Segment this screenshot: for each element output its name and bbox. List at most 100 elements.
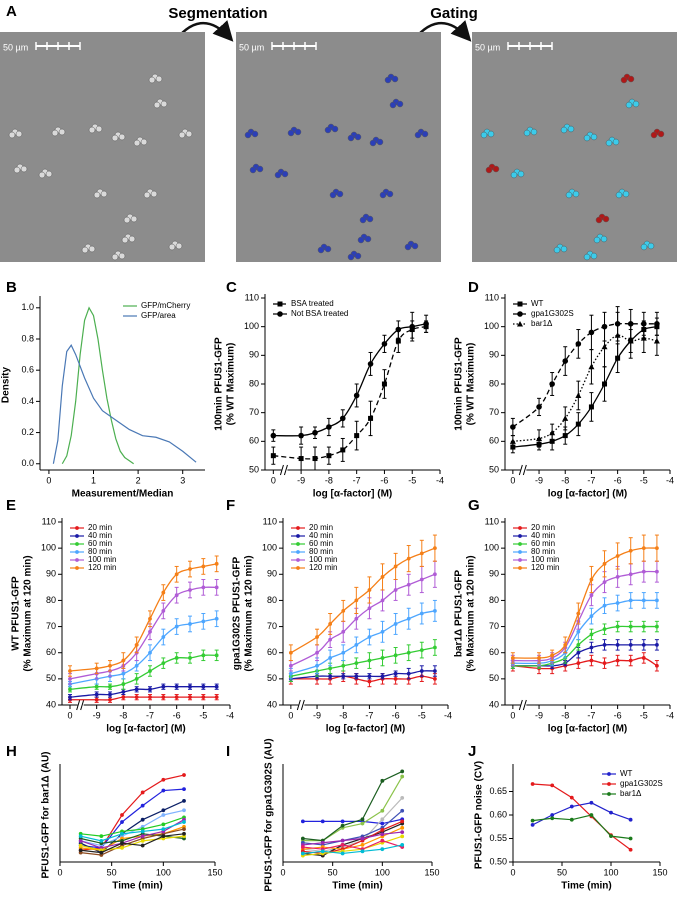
marker <box>550 783 555 788</box>
cell <box>485 166 493 174</box>
marker <box>615 554 620 558</box>
cell <box>274 171 282 179</box>
y-tick-label: 70 <box>489 621 499 631</box>
marker <box>575 392 582 398</box>
marker <box>326 453 332 459</box>
marker <box>628 836 633 841</box>
y-tick-label: 50 <box>267 673 277 683</box>
marker <box>380 821 385 826</box>
marker <box>614 332 621 338</box>
marker <box>161 822 166 827</box>
marker <box>161 813 166 817</box>
x-tick-label: 50 <box>328 867 338 877</box>
marker <box>640 335 647 341</box>
x-tick-label: 100 <box>375 867 390 877</box>
x-tick-label: -5 <box>408 475 416 485</box>
marker <box>400 825 405 830</box>
marker <box>433 572 437 577</box>
marker <box>174 656 179 660</box>
marker <box>400 796 405 800</box>
cell <box>324 126 332 134</box>
marker <box>120 813 124 817</box>
marker <box>380 832 385 837</box>
legend-label: 20 min <box>531 523 555 532</box>
marker <box>188 588 192 592</box>
cell <box>143 191 151 199</box>
panel-label: H <box>6 743 17 760</box>
marker <box>148 687 152 692</box>
y-tick-label: 110 <box>42 516 56 526</box>
marker <box>94 692 99 697</box>
x-tick-label: 0 <box>57 867 62 877</box>
marker <box>360 817 365 822</box>
y-tick-label: 40 <box>489 699 499 709</box>
y-tick-label: 100 <box>244 321 259 331</box>
legend-label: 60 min <box>531 539 555 548</box>
legend-label: WT <box>531 299 544 308</box>
y-axis-label: (% Maximum at 120 min) <box>244 555 255 671</box>
cell <box>404 243 412 251</box>
marker <box>380 598 385 603</box>
y-tick-label: 60 <box>489 647 499 657</box>
x-tick-label: 0 <box>510 867 515 877</box>
y-axis-label: WT PFUS1-GFP <box>11 576 22 651</box>
cell <box>118 252 126 260</box>
series-line <box>80 788 185 849</box>
y-tick-label: 50 <box>489 673 499 683</box>
axis-break <box>518 464 523 476</box>
marker <box>298 456 304 462</box>
marker <box>315 663 319 668</box>
cell <box>38 171 46 179</box>
series-line <box>80 809 185 847</box>
marker <box>628 658 633 663</box>
micrograph <box>0 32 205 262</box>
marker <box>340 823 345 828</box>
series-line <box>512 599 657 665</box>
axis-break <box>522 699 527 711</box>
marker <box>628 624 633 629</box>
marker <box>368 415 374 421</box>
marker <box>576 611 581 616</box>
marker <box>367 606 372 611</box>
series-line <box>302 831 403 846</box>
y-axis-label: (% Maximum at 120 min) <box>23 555 34 671</box>
cell <box>391 75 399 83</box>
axis-break-gap <box>281 468 288 472</box>
marker <box>108 684 112 689</box>
marker <box>161 827 166 831</box>
y-tick-label: 110 <box>263 516 277 526</box>
marker <box>140 803 145 808</box>
x-tick-label: -4 <box>666 475 674 485</box>
marker <box>99 838 104 843</box>
cell <box>414 131 422 139</box>
marker <box>312 429 318 436</box>
cell <box>93 191 101 199</box>
marker <box>201 585 206 590</box>
series-line <box>302 822 403 857</box>
marker <box>288 671 293 676</box>
marker <box>602 627 607 632</box>
cell <box>133 139 141 147</box>
cell <box>347 253 355 261</box>
series-line <box>80 828 185 856</box>
marker <box>576 650 581 655</box>
cell <box>376 138 384 146</box>
x-tick-label: -4 <box>436 475 444 485</box>
marker <box>121 695 126 700</box>
cell <box>565 191 573 199</box>
marker <box>201 695 206 700</box>
scale-bar-label: 50 µm <box>3 42 28 52</box>
cell <box>111 253 119 261</box>
cell <box>175 242 183 250</box>
series-line <box>80 833 185 844</box>
marker <box>78 843 83 848</box>
y-axis-label: PFUS1-GFP for gpa1G302S (AU) <box>264 738 275 891</box>
marker <box>510 424 516 430</box>
cell <box>123 216 131 224</box>
cell <box>625 101 633 109</box>
marker <box>569 795 574 800</box>
marker <box>380 817 385 822</box>
marker <box>641 624 646 629</box>
legend-marker <box>296 542 300 546</box>
